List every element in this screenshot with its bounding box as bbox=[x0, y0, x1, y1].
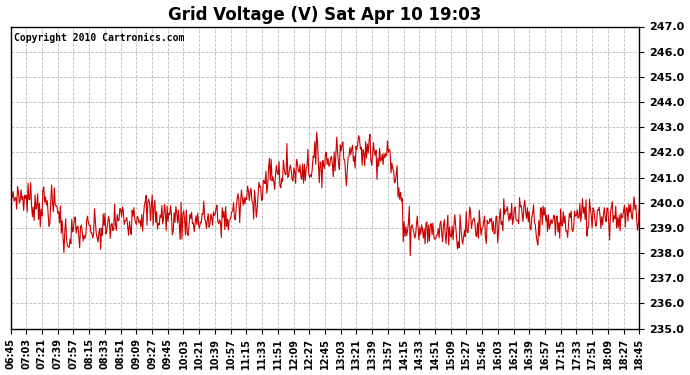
Text: Copyright 2010 Cartronics.com: Copyright 2010 Cartronics.com bbox=[14, 33, 184, 43]
Title: Grid Voltage (V) Sat Apr 10 19:03: Grid Voltage (V) Sat Apr 10 19:03 bbox=[168, 6, 482, 24]
